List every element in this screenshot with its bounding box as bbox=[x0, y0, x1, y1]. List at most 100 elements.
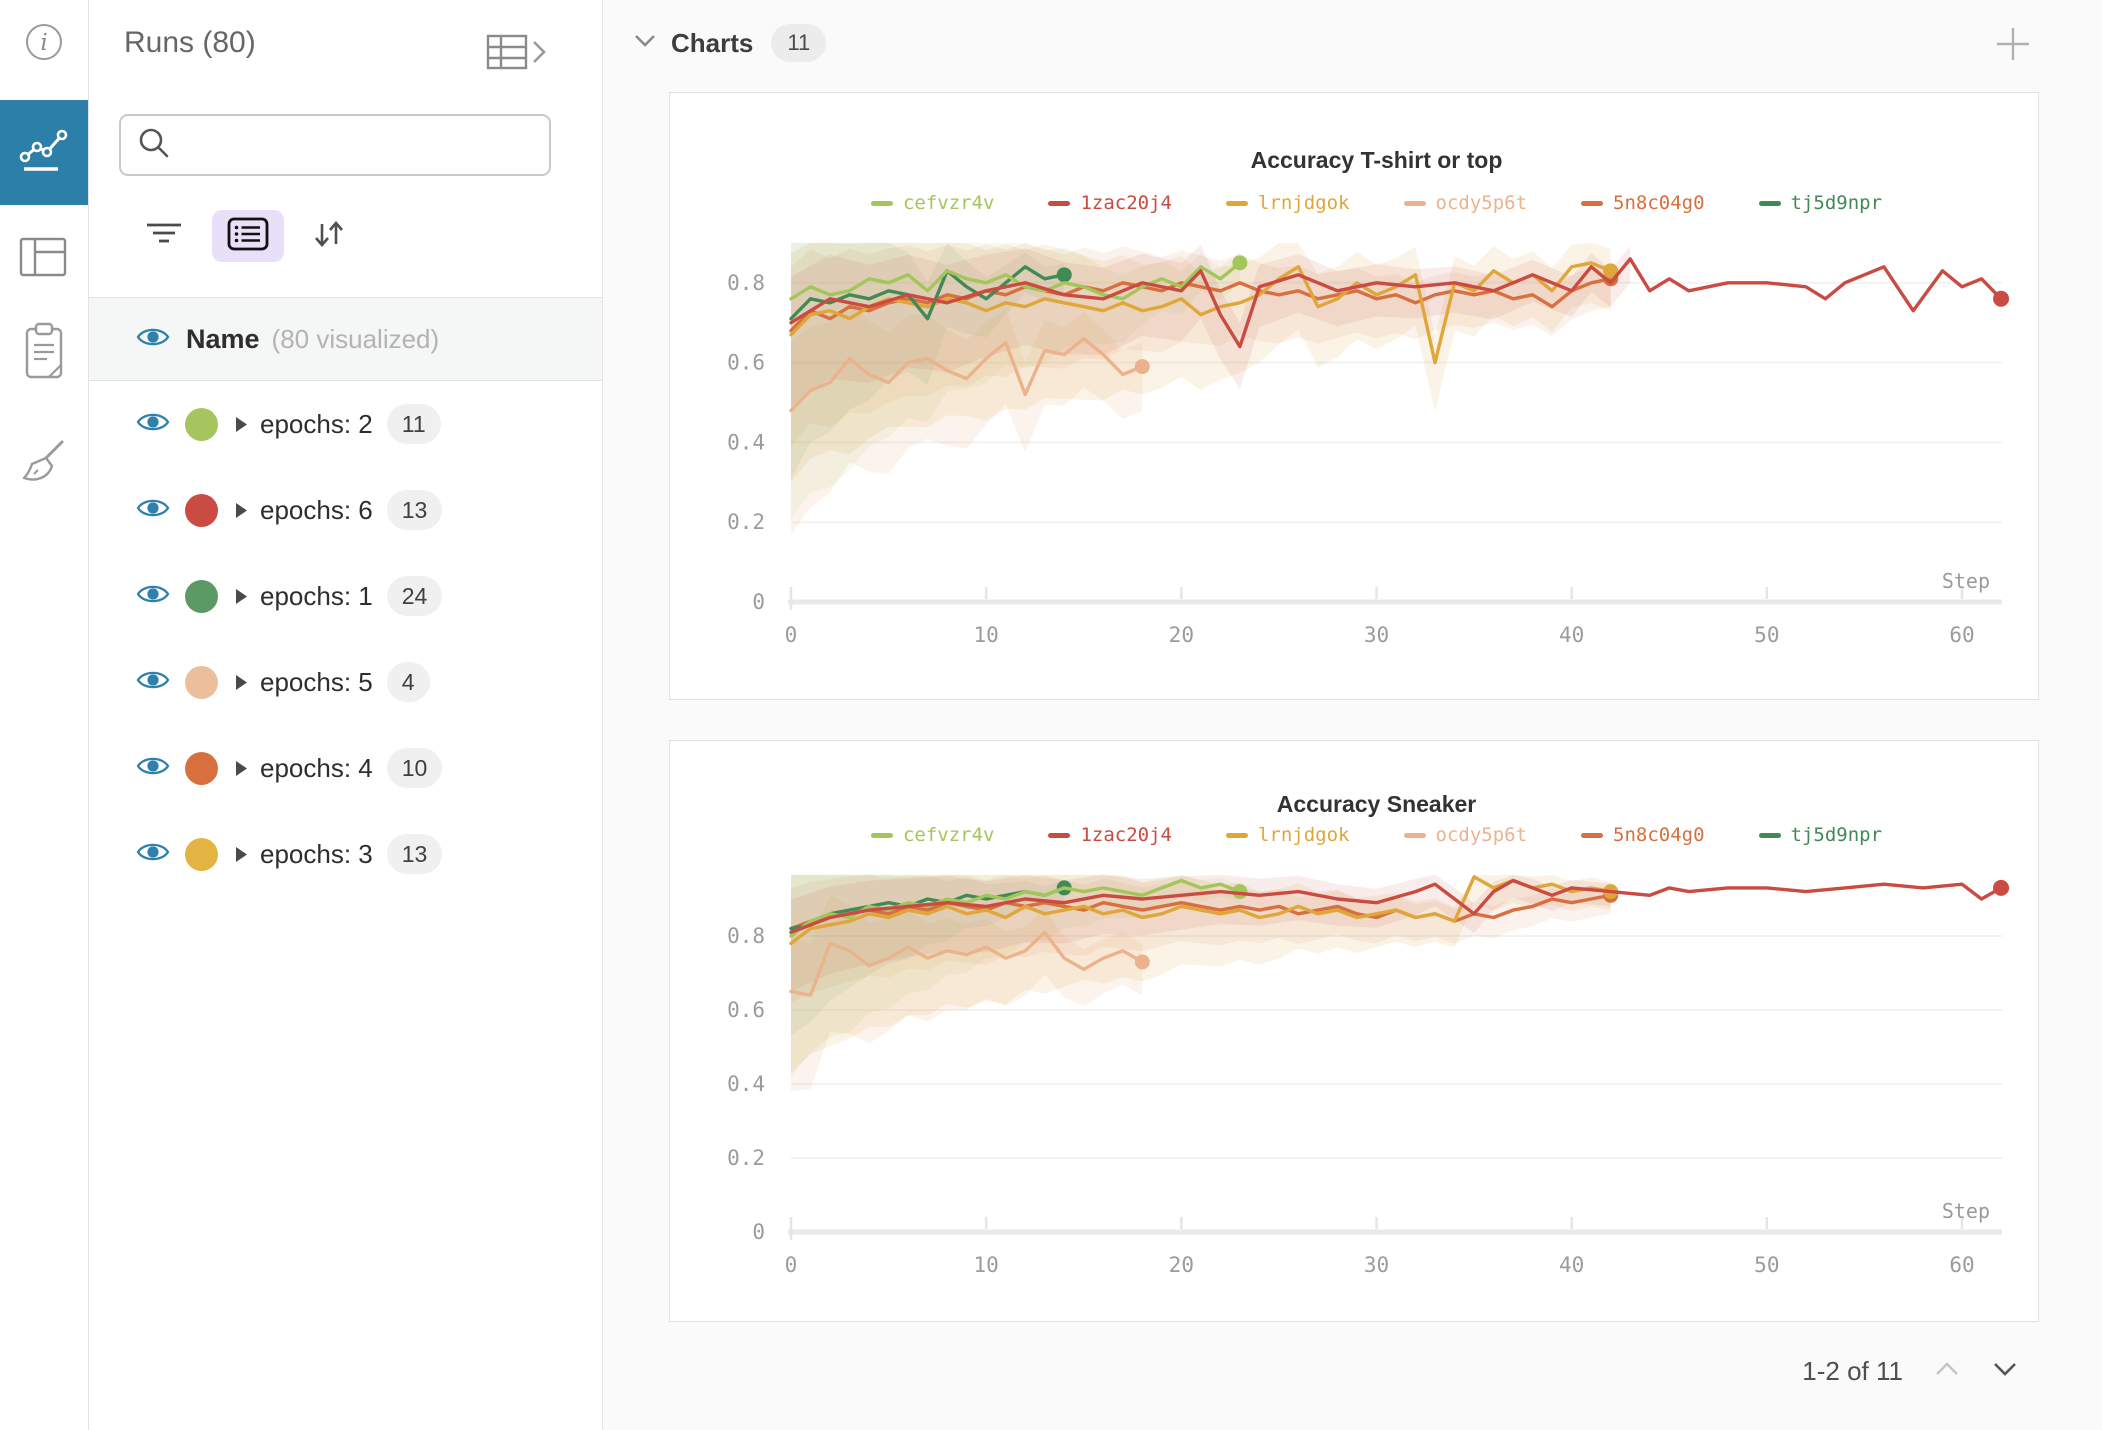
charts-count-badge: 11 bbox=[771, 24, 827, 62]
chart-title: Accuracy Sneaker bbox=[1276, 791, 1477, 817]
runs-search-input[interactable] bbox=[183, 130, 549, 160]
search-icon bbox=[137, 126, 171, 165]
expand-table-button[interactable] bbox=[486, 32, 548, 77]
legend-item[interactable]: ocdy5p6t bbox=[1403, 192, 1527, 214]
panels-table-icon bbox=[19, 237, 69, 284]
svg-text:40: 40 bbox=[1559, 1253, 1584, 1277]
svg-text:0: 0 bbox=[752, 590, 765, 614]
legend-run-name: cefvzr4v bbox=[902, 192, 995, 214]
legend-item[interactable]: lrnjdgok bbox=[1225, 192, 1350, 214]
caret-right-icon[interactable] bbox=[235, 674, 248, 691]
run-group-row[interactable]: epochs: 6 13 bbox=[89, 467, 602, 553]
svg-text:50: 50 bbox=[1754, 623, 1779, 647]
legend-swatch bbox=[1048, 200, 1071, 206]
eye-visible-icon[interactable] bbox=[136, 668, 170, 697]
legend-run-name: 5n8c04g0 bbox=[1613, 824, 1705, 846]
run-group-row[interactable]: epochs: 2 11 bbox=[89, 381, 602, 467]
legend-item[interactable]: cefvzr4v bbox=[870, 824, 994, 846]
legend-item[interactable]: cefvzr4v bbox=[870, 192, 995, 214]
run-group-label: epochs: 5 bbox=[260, 666, 373, 697]
svg-text:10: 10 bbox=[974, 623, 999, 647]
legend-swatch bbox=[870, 832, 893, 838]
run-color-dot bbox=[185, 579, 218, 613]
run-group-label: epochs: 2 bbox=[260, 408, 373, 439]
legend-swatch bbox=[1581, 832, 1604, 838]
runs-panel-title: Runs (80) bbox=[124, 26, 256, 59]
nav-charts-button[interactable] bbox=[0, 100, 88, 205]
legend-item[interactable]: 5n8c04g0 bbox=[1581, 824, 1705, 846]
legend-swatch bbox=[1581, 200, 1604, 206]
svg-text:40: 40 bbox=[1559, 623, 1584, 647]
run-group-row[interactable]: epochs: 3 13 bbox=[89, 811, 602, 897]
caret-right-icon[interactable] bbox=[235, 416, 248, 433]
run-color-dot bbox=[185, 751, 218, 785]
charts-section-title: Charts bbox=[671, 27, 754, 58]
eye-visible-icon[interactable] bbox=[136, 840, 170, 869]
legend-swatch bbox=[1048, 832, 1071, 838]
add-panel-button[interactable] bbox=[1993, 24, 2033, 69]
svg-text:Step: Step bbox=[1942, 1199, 1990, 1223]
nav-brush-button[interactable] bbox=[0, 432, 88, 496]
charts-section-header[interactable]: Charts 11 bbox=[633, 24, 827, 62]
run-count-badge: 13 bbox=[386, 490, 443, 530]
caret-right-icon[interactable] bbox=[235, 760, 248, 777]
chevron-up-icon bbox=[1933, 1360, 1961, 1383]
run-group-label: epochs: 1 bbox=[260, 580, 373, 611]
table-expand-icon bbox=[486, 34, 548, 76]
svg-text:i: i bbox=[40, 30, 47, 56]
legend-run-name: 1zac20j4 bbox=[1080, 824, 1172, 846]
nav-info-button[interactable]: i bbox=[0, 12, 88, 76]
pagination-prev-button[interactable] bbox=[1933, 1360, 1961, 1383]
legend-item[interactable]: tj5d9npr bbox=[1758, 192, 1882, 214]
group-list-button[interactable] bbox=[212, 210, 284, 262]
chart-legend: cefvzr4v 1zac20j4 lrnjdgok ocdy5p6t 5n8c04g0… bbox=[791, 824, 1962, 846]
caret-right-icon[interactable] bbox=[235, 502, 248, 519]
legend-item[interactable]: 5n8c04g0 bbox=[1581, 192, 1705, 214]
legend-run-name: tj5d9npr bbox=[1790, 824, 1883, 846]
runs-header-visualized: (80 visualized) bbox=[271, 323, 440, 354]
nav-table-button[interactable] bbox=[0, 228, 88, 292]
runs-list-header[interactable]: Name (80 visualized) bbox=[89, 297, 602, 381]
eye-visible-icon[interactable] bbox=[136, 754, 170, 783]
eye-visible-icon[interactable] bbox=[136, 410, 170, 439]
run-group-label: epochs: 6 bbox=[260, 494, 373, 525]
legend-item[interactable]: ocdy5p6t bbox=[1403, 824, 1527, 846]
sort-icon bbox=[310, 217, 348, 256]
legend-item[interactable]: lrnjdgok bbox=[1225, 824, 1350, 846]
caret-right-icon[interactable] bbox=[235, 846, 248, 863]
brush-icon bbox=[16, 434, 72, 495]
legend-item[interactable]: tj5d9npr bbox=[1758, 824, 1883, 846]
legend-item[interactable]: 1zac20j4 bbox=[1048, 192, 1172, 214]
svg-text:20: 20 bbox=[1169, 1253, 1194, 1277]
eye-visible-icon[interactable] bbox=[136, 325, 170, 354]
svg-text:30: 30 bbox=[1364, 623, 1389, 647]
legend-item[interactable]: 1zac20j4 bbox=[1048, 824, 1172, 846]
legend-swatch bbox=[1403, 832, 1426, 838]
nav-reports-button[interactable] bbox=[0, 322, 88, 386]
filter-button[interactable] bbox=[146, 219, 182, 254]
svg-text:60: 60 bbox=[1949, 1253, 1974, 1277]
legend-run-name: 1zac20j4 bbox=[1080, 192, 1172, 214]
run-group-label: epochs: 4 bbox=[260, 752, 373, 783]
clipboard-icon bbox=[19, 321, 69, 388]
run-group-row[interactable]: epochs: 4 10 bbox=[89, 725, 602, 811]
run-group-row[interactable]: epochs: 1 24 bbox=[89, 553, 602, 639]
run-count-badge: 24 bbox=[386, 576, 443, 616]
eye-visible-icon[interactable] bbox=[136, 582, 170, 611]
eye-visible-icon[interactable] bbox=[136, 496, 170, 525]
svg-text:20: 20 bbox=[1169, 623, 1194, 647]
run-color-dot bbox=[185, 837, 218, 871]
sort-button[interactable] bbox=[310, 217, 348, 256]
chart-panel[interactable]: 0 10 20 30 40 50 60 0.8 0.6 0.4 0.2 0 Step Accuracy T… bbox=[669, 92, 2039, 700]
chart-panel[interactable]: 0 10 20 30 40 50 60 0.8 0.6 0.4 0.2 0 Step Accuracy S… bbox=[669, 740, 2039, 1322]
legend-swatch bbox=[1225, 832, 1248, 838]
svg-text:10: 10 bbox=[974, 1253, 999, 1277]
run-group-row[interactable]: epochs: 5 4 bbox=[89, 639, 602, 725]
svg-text:30: 30 bbox=[1364, 1253, 1389, 1277]
pagination-next-button[interactable] bbox=[1991, 1360, 2019, 1383]
filter-icon bbox=[146, 219, 182, 254]
plus-icon bbox=[1993, 28, 2033, 68]
caret-right-icon[interactable] bbox=[235, 588, 248, 605]
run-count-badge: 4 bbox=[386, 662, 430, 702]
